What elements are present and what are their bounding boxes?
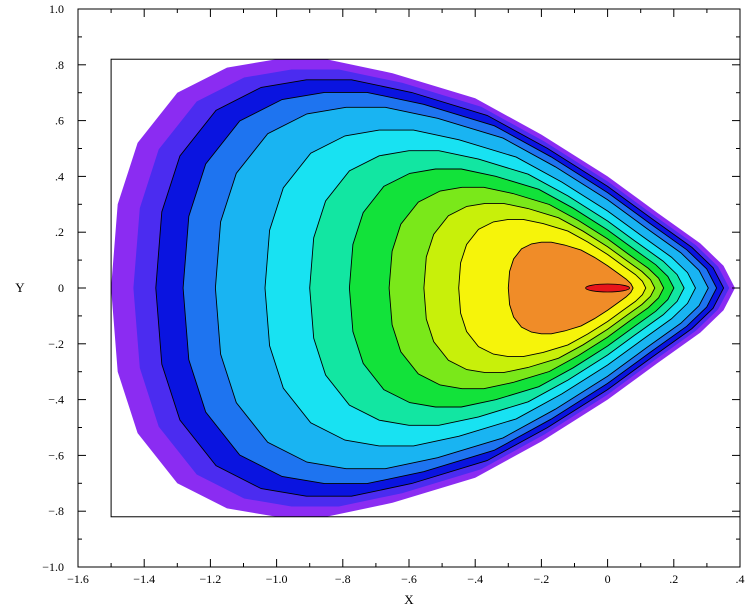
y-tick-label: 1.0 <box>49 2 64 16</box>
peak-region <box>585 283 630 293</box>
contour-line-L8 <box>348 168 675 408</box>
y-axis-ticks: −1.0 −.8 −.6 −.4 −.2 0 .2 .4 .6 .8 1.0 <box>42 2 740 574</box>
contour-line-L10 <box>423 202 656 374</box>
y-tick-label: −.8 <box>48 504 64 518</box>
y-axis-title: Y <box>15 280 25 295</box>
contour-line-L4 <box>182 91 718 485</box>
contour-line-L7 <box>309 150 685 426</box>
contour-line-L11 <box>458 218 647 358</box>
y-tick-label: 0 <box>58 281 64 295</box>
x-tick-label: −1.2 <box>200 572 222 586</box>
contour-line-L9 <box>388 186 665 390</box>
x-tick-label: −1.4 <box>133 572 155 586</box>
x-tick-label: 0 <box>605 572 611 586</box>
filled-contours <box>111 59 736 517</box>
contour-lines <box>155 79 725 497</box>
x-tick-label: −1.0 <box>266 572 288 586</box>
contour-line-L6 <box>264 129 697 447</box>
x-tick-label: .4 <box>736 572 745 586</box>
y-tick-label: .6 <box>55 114 64 128</box>
contour-line-L5 <box>214 106 709 470</box>
y-tick-label: −.2 <box>48 337 64 351</box>
contour-band-L12 <box>508 242 634 334</box>
x-tick-label: −.4 <box>467 572 483 586</box>
y-tick-label: .8 <box>55 58 64 72</box>
x-tick-label: −.8 <box>335 572 351 586</box>
contour-line-L12 <box>507 241 634 335</box>
x-tick-label: −.6 <box>401 572 417 586</box>
y-tick-label: .4 <box>55 169 64 183</box>
y-tick-label: .2 <box>55 225 64 239</box>
y-tick-label: −.4 <box>48 393 64 407</box>
x-tick-label: .2 <box>669 572 678 586</box>
x-tick-label: −1.6 <box>67 572 89 586</box>
x-axis-ticks: −1.6 −1.4 −1.2 −1.0 −.8 −.6 −.4 −.2 0 .2 .4 <box>67 9 745 586</box>
y-tick-label: −.6 <box>48 448 64 462</box>
x-axis-title: X <box>404 592 414 607</box>
x-tick-label: −.2 <box>534 572 550 586</box>
y-tick-label: −1.0 <box>42 560 64 574</box>
contour-line-L3 <box>155 79 725 497</box>
